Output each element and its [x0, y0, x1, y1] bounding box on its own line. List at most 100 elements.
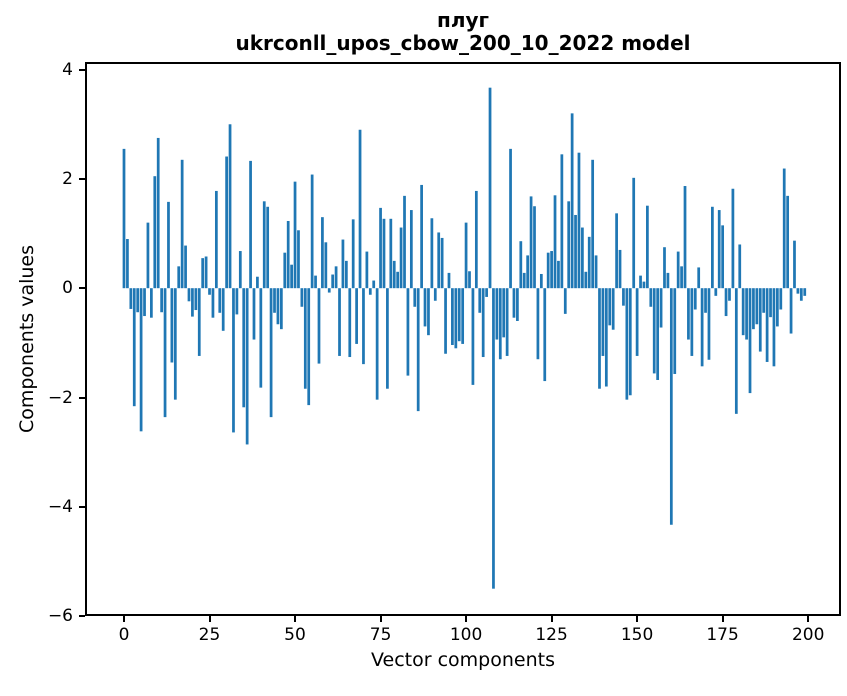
- bar: [129, 288, 133, 309]
- bar: [355, 288, 358, 344]
- bar: [163, 288, 167, 418]
- bar: [314, 275, 317, 289]
- bar: [745, 288, 748, 340]
- bar: [317, 288, 321, 364]
- bar: [741, 288, 745, 336]
- bar: [191, 288, 194, 317]
- bar: [430, 218, 434, 289]
- chart-title: плуг ukrconll_upos_cbow_200_10_2022 mode…: [85, 9, 841, 55]
- bar: [663, 247, 666, 289]
- bar: [235, 288, 239, 315]
- bar: [293, 181, 297, 289]
- x-tick-mark: [123, 616, 125, 622]
- bar: [563, 288, 567, 314]
- bar: [150, 288, 153, 318]
- x-tick-mark: [294, 616, 296, 622]
- bar: [146, 222, 150, 289]
- bar: [543, 288, 547, 382]
- bar: [604, 288, 608, 387]
- bar: [796, 288, 800, 294]
- bar: [512, 288, 516, 318]
- bar: [498, 288, 502, 360]
- bar: [249, 160, 252, 289]
- bar: [307, 288, 311, 406]
- chart-title-word: плуг: [437, 8, 489, 32]
- bar: [707, 288, 711, 360]
- bar: [238, 251, 242, 289]
- x-tick-mark: [807, 616, 810, 622]
- x-tick-label: 175: [706, 625, 739, 645]
- bar: [625, 288, 629, 400]
- bar: [327, 288, 331, 293]
- x-tick-mark: [208, 616, 211, 622]
- bar: [406, 288, 410, 376]
- bar: [468, 271, 471, 289]
- bar: [762, 288, 766, 313]
- bar: [731, 188, 735, 289]
- bar: [351, 219, 355, 289]
- bar: [464, 222, 468, 289]
- bar: [646, 205, 649, 289]
- bar: [126, 239, 129, 289]
- bar: [734, 288, 738, 414]
- bar: [673, 288, 677, 374]
- bar: [676, 251, 680, 289]
- bar: [122, 148, 126, 289]
- bar: [786, 195, 790, 289]
- y-tick-label: 0: [62, 278, 73, 299]
- bar: [752, 288, 755, 330]
- bar: [683, 186, 687, 289]
- bar: [711, 206, 714, 289]
- bar: [765, 288, 769, 362]
- bar: [680, 266, 683, 289]
- bar: [396, 271, 400, 289]
- bar: [170, 288, 174, 363]
- bar: [228, 124, 232, 289]
- x-tick-label: 200: [791, 625, 825, 645]
- bar: [386, 288, 389, 389]
- bar: [748, 288, 752, 394]
- bar: [444, 288, 447, 354]
- bar: [516, 288, 519, 321]
- bar: [560, 154, 564, 289]
- bar: [362, 288, 365, 365]
- bar: [574, 214, 577, 289]
- bar: [714, 288, 718, 296]
- bar: [218, 288, 222, 313]
- x-tick-label: 150: [620, 625, 654, 645]
- bar: [392, 260, 396, 289]
- bar: [799, 288, 803, 301]
- bar: [252, 288, 256, 340]
- bar: [423, 288, 427, 327]
- bar: [519, 241, 523, 289]
- bar: [136, 288, 140, 313]
- bar: [286, 220, 290, 289]
- y-tick-mark: [79, 396, 85, 399]
- bar: [221, 288, 225, 331]
- bar: [697, 267, 701, 289]
- bar: [269, 288, 273, 418]
- bar: [256, 276, 259, 289]
- bar: [379, 207, 382, 289]
- bar: [584, 271, 588, 289]
- bar: [704, 288, 707, 313]
- bar: [365, 251, 369, 289]
- bar: [471, 288, 475, 385]
- bar: [505, 288, 509, 356]
- bar: [656, 288, 660, 380]
- bar: [536, 288, 540, 360]
- bar: [659, 288, 663, 328]
- bar: [245, 288, 249, 445]
- bar: [639, 275, 642, 289]
- bar: [276, 288, 280, 325]
- bar: [635, 288, 639, 356]
- bar: [372, 280, 376, 289]
- bar: [622, 288, 625, 306]
- x-tick-mark: [721, 616, 724, 622]
- chart-title-model: ukrconll_upos_cbow_200_10_2022 model: [235, 31, 691, 55]
- bar: [447, 272, 451, 289]
- bar: [389, 218, 393, 289]
- bar: [375, 288, 379, 400]
- bar: [180, 159, 184, 289]
